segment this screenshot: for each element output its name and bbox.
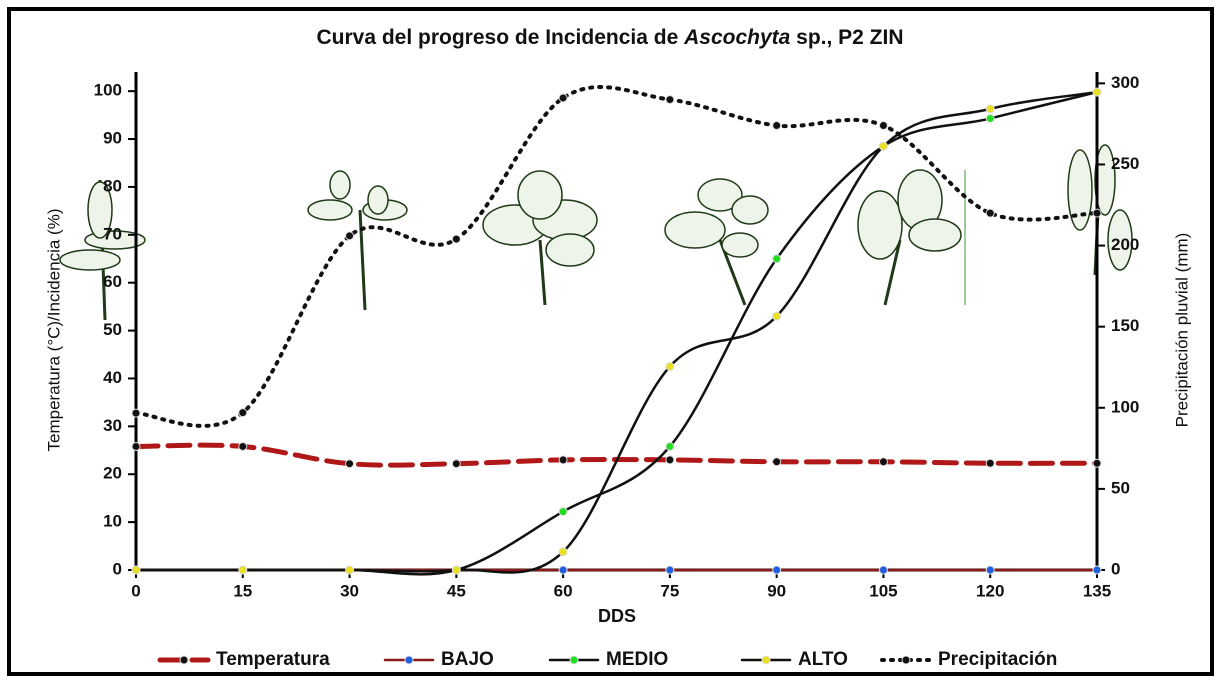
- data-point: [238, 408, 248, 418]
- title-part: Curva del progreso de Incidencia de: [316, 26, 684, 49]
- x-tick-label: 45: [447, 581, 466, 600]
- data-point: [1092, 208, 1102, 218]
- data-point: [878, 121, 888, 131]
- data-point: [985, 208, 995, 218]
- data-point: [558, 507, 568, 517]
- data-point: [665, 361, 675, 371]
- plant: [664, 178, 769, 306]
- title-part: Ascochyta: [683, 26, 791, 49]
- y2-axis-label: Precipitación pluvial (mm): [1172, 233, 1191, 428]
- y2-tick-label: 250: [1111, 154, 1139, 173]
- x-tick-label: 15: [233, 581, 252, 600]
- y-tick-label: 20: [103, 464, 122, 483]
- data-point: [985, 565, 995, 575]
- data-point: [558, 93, 568, 103]
- y-tick-label: 100: [94, 81, 122, 100]
- plant: [1067, 144, 1133, 276]
- data-point: [665, 455, 675, 465]
- data-point: [451, 459, 461, 469]
- y2-tick-label: 50: [1111, 478, 1130, 497]
- x-axis-label: DDS: [598, 606, 636, 626]
- data-point: [131, 565, 141, 575]
- data-point: [238, 565, 248, 575]
- y-tick-label: 30: [103, 416, 122, 435]
- data-point: [1092, 458, 1102, 468]
- y-axis-label: Temperatura (°C)/Incidencia (%): [44, 209, 63, 452]
- data-point: [985, 104, 995, 114]
- series-line: [134, 90, 1099, 574]
- data-point: [772, 121, 782, 131]
- plant-illustrations: [59, 144, 1133, 321]
- data-point: [665, 565, 675, 575]
- legend-label: Precipitación: [938, 649, 1057, 670]
- data-point: [345, 565, 355, 575]
- legend-label: BAJO: [441, 649, 494, 670]
- legend-marker: [179, 655, 189, 665]
- data-point: [878, 141, 888, 151]
- legend-marker: [901, 655, 911, 665]
- x-tick-label: 120: [976, 581, 1004, 600]
- data-point: [772, 254, 782, 264]
- y-tick-label: 0: [113, 559, 122, 578]
- data-point: [558, 455, 568, 465]
- plant: [482, 170, 598, 306]
- x-tick-label: 60: [554, 581, 573, 600]
- legend-label: ALTO: [798, 649, 848, 670]
- data-point: [772, 311, 782, 321]
- y2-tick-label: 0: [1111, 559, 1120, 578]
- data-point: [1092, 87, 1102, 97]
- y2-tick-label: 200: [1111, 235, 1139, 254]
- x-tick-label: 105: [869, 581, 897, 600]
- data-point: [1092, 565, 1102, 575]
- legend-marker: [404, 655, 414, 665]
- x-tick-label: 0: [131, 581, 140, 600]
- data-point: [345, 459, 355, 469]
- series-line: [134, 90, 1099, 576]
- title-part: sp., P2 ZIN: [790, 26, 903, 49]
- x-tick-label: 30: [340, 581, 359, 600]
- data-point: [772, 565, 782, 575]
- x-tick-label: 135: [1083, 581, 1111, 600]
- y2-tick-label: 100: [1111, 397, 1139, 416]
- series-line: [134, 85, 1099, 428]
- y-tick-label: 60: [103, 272, 122, 291]
- y-tick-label: 80: [103, 176, 122, 195]
- data-point: [558, 565, 568, 575]
- y-tick-label: 90: [103, 129, 122, 148]
- y-tick-label: 70: [103, 224, 122, 243]
- y2-tick-label: 150: [1111, 316, 1139, 335]
- data-point: [878, 457, 888, 467]
- data-point: [131, 408, 141, 418]
- data-point: [665, 95, 675, 105]
- plant: [857, 169, 962, 306]
- data-point: [451, 234, 461, 244]
- data-point: [451, 565, 461, 575]
- data-point: [238, 441, 248, 451]
- data-point: [985, 458, 995, 468]
- data-point: [558, 547, 568, 557]
- legend-label: Temperatura: [216, 649, 330, 670]
- data-point: [345, 231, 355, 241]
- y-tick-label: 40: [103, 368, 122, 387]
- x-tick-label: 75: [660, 581, 679, 600]
- legend-marker: [761, 655, 771, 665]
- data-point: [878, 565, 888, 575]
- y-tick-label: 50: [103, 320, 122, 339]
- y-tick-label: 10: [103, 512, 122, 531]
- chart-title: Curva del progreso de Incidencia de Asco…: [316, 26, 903, 49]
- data-point: [985, 113, 995, 123]
- legend-marker: [569, 655, 579, 665]
- plant: [59, 179, 146, 321]
- legend-label: MEDIO: [606, 649, 668, 670]
- data-point: [131, 441, 141, 451]
- frame: [7, 7, 1214, 676]
- plant: [307, 170, 408, 311]
- y2-tick-label: 300: [1111, 73, 1139, 92]
- x-tick-label: 90: [767, 581, 786, 600]
- data-point: [665, 441, 675, 451]
- data-point: [772, 457, 782, 467]
